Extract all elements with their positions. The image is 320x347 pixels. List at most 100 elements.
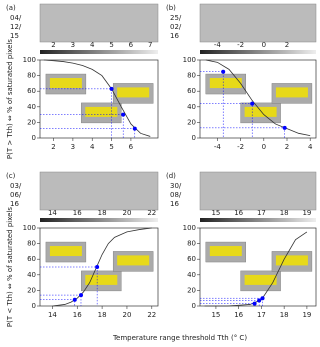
y-tick-label: 100 [23, 224, 36, 232]
point [257, 298, 262, 303]
colorbar [200, 218, 316, 222]
y-tick-label: 80 [187, 72, 196, 80]
colorbar-tick-label: 5 [109, 41, 113, 49]
panel-label: (c) [6, 172, 16, 180]
colorbar [40, 218, 158, 222]
date-label: 16 [170, 200, 179, 208]
date-label: 16 [170, 32, 179, 40]
y-tick-label: 60 [187, 255, 196, 263]
inset-saturation [49, 78, 82, 89]
colorbar-tick-label: 18 [98, 209, 107, 217]
x-tick-label: 2 [51, 143, 55, 151]
y-tick-label: 60 [187, 87, 196, 95]
map-image [199, 3, 317, 43]
y-tick-label: 20 [187, 286, 196, 294]
colorbar-tick-label: -2 [237, 41, 244, 49]
x-tick-label: 16 [234, 311, 243, 319]
x-tick-label: 14 [48, 311, 57, 319]
y-tick-label: 40 [187, 103, 196, 111]
date-label: 04/ [10, 14, 22, 22]
x-tick-label: 4 [308, 143, 313, 151]
date-label: 25/ [170, 14, 182, 22]
colorbar-tick-label: 6 [129, 41, 134, 49]
x-tick-label: 20 [122, 311, 131, 319]
colorbar-tick-label: 2 [51, 41, 55, 49]
colorbar-tick-label: 19 [302, 209, 311, 217]
y-tick-label: 0 [192, 302, 196, 310]
panel-label: (a) [6, 4, 16, 12]
y-tick-label: 60 [27, 255, 36, 263]
colorbar-tick-label: 16 [73, 209, 82, 217]
date-label: 16 [10, 200, 19, 208]
date-label: 15 [10, 32, 19, 40]
point [252, 301, 257, 306]
y-tick-label: 80 [187, 240, 196, 248]
y-tick-label: 100 [23, 56, 36, 64]
point [72, 297, 77, 302]
x-tick-label: 6 [129, 143, 134, 151]
x-tick-label: 4 [90, 143, 95, 151]
y-tick-label: 40 [27, 271, 36, 279]
inset-saturation [117, 255, 150, 266]
inset-saturation [209, 246, 242, 257]
y-tick-label: 20 [27, 286, 36, 294]
y-tick-label: 0 [32, 134, 36, 142]
plot-frame [39, 59, 159, 139]
inset-saturation [49, 246, 82, 257]
map-image [39, 3, 159, 43]
guide-line [40, 114, 124, 138]
guide-line [40, 294, 82, 306]
map-image [39, 171, 159, 211]
x-tick-label: 2 [285, 143, 289, 151]
y-tick-label: 80 [27, 240, 36, 248]
colorbar-tick-label: 18 [280, 209, 289, 217]
point [132, 126, 137, 131]
colorbar [200, 50, 316, 54]
curve [205, 59, 311, 137]
y-tick-label: 80 [27, 72, 36, 80]
date-label: 06/ [10, 191, 22, 199]
guide-line [200, 127, 285, 138]
map-image [199, 171, 317, 211]
point [282, 125, 287, 130]
inset-saturation [275, 255, 308, 266]
x-tick-label: 5 [109, 143, 113, 151]
colorbar-tick-label: 14 [48, 209, 57, 217]
y-axis-label: P(T < Tth) ⇔ % of saturated pixels [6, 207, 14, 327]
x-tick-label: 18 [280, 311, 289, 319]
guide-line [200, 71, 224, 138]
y-tick-label: 100 [183, 224, 196, 232]
x-axis-label: Temperature range threshold Tth (° C) [112, 334, 247, 342]
inset-saturation [244, 274, 277, 285]
point [95, 265, 100, 269]
x-tick-label: 15 [211, 311, 220, 319]
guide-line [40, 128, 136, 138]
colorbar-tick-label: 0 [262, 41, 266, 49]
x-tick-label: 0 [262, 143, 266, 151]
y-tick-label: 20 [187, 118, 196, 126]
panel-label: (b) [166, 4, 176, 12]
x-tick-label: 3 [71, 143, 75, 151]
plot-frame [199, 59, 317, 139]
date-label: 08/ [170, 191, 182, 199]
colorbar [40, 50, 158, 54]
colorbar-tick-label: 16 [234, 209, 243, 217]
inset-saturation [209, 78, 242, 89]
point [260, 296, 265, 301]
x-tick-label: -4 [214, 143, 222, 151]
point [221, 69, 226, 74]
colorbar-tick-label: 15 [211, 209, 220, 217]
point [121, 112, 126, 117]
date-label: 02/ [170, 23, 182, 31]
inset-saturation [244, 106, 277, 117]
colorbar-tick-label: 4 [90, 41, 95, 49]
inset-saturation [85, 274, 118, 285]
y-axis-label: P(T > Tth) ⇔ % of saturated pixels [6, 39, 14, 159]
point [109, 86, 114, 91]
x-tick-label: 17 [257, 311, 266, 319]
x-tick-label: 16 [73, 311, 82, 319]
y-tick-label: 100 [183, 56, 196, 64]
y-tick-label: 40 [187, 271, 196, 279]
y-tick-label: 20 [27, 118, 36, 126]
